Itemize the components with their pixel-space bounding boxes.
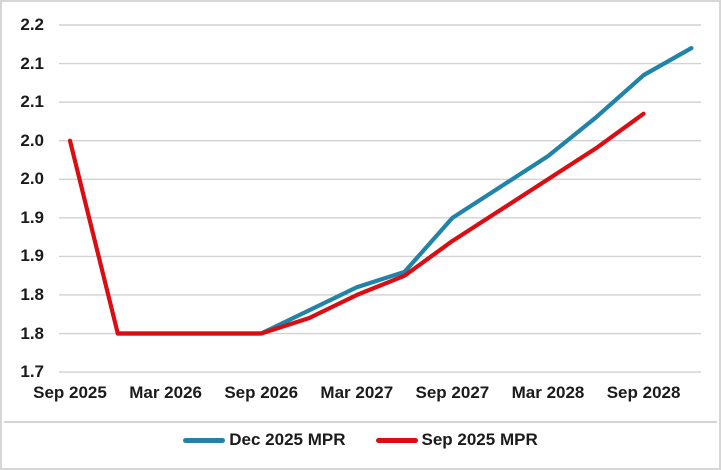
- y-axis-tick-label: 2.0: [20, 169, 44, 189]
- y-axis-tick-label: 1.9: [20, 207, 44, 227]
- chart-legend: Dec 2025 MPR Sep 2025 MPR: [2, 428, 719, 452]
- legend-label: Dec 2025 MPR: [229, 430, 346, 449]
- x-axis-tick-label: Mar 2028: [511, 383, 585, 402]
- y-axis-tick-label: 1.8: [20, 284, 44, 304]
- series-line-sep-2025-mpr: [67, 111, 646, 336]
- legend-line-swatch-blue: [183, 437, 226, 443]
- x-axis-tick-label: Sep 2028: [606, 383, 681, 402]
- legend-item-dec-2025-mpr: Dec 2025 MPR: [183, 430, 346, 450]
- x-axis-tick-label: Sep 2027: [415, 383, 490, 402]
- y-axis-tick-label: 2.1: [20, 92, 44, 112]
- y-axis-tick-label: 2.2: [20, 15, 44, 34]
- x-axis-tick-label: Sep 2025: [33, 383, 107, 402]
- x-axis-tick-label: Sep 2026: [224, 383, 299, 402]
- x-axis-tick-label: Mar 2026: [129, 383, 202, 402]
- y-axis-tick-label: 1.7: [20, 362, 44, 382]
- y-axis-tick-label: 2.0: [20, 130, 44, 150]
- legend-label: Sep 2025 MPR: [421, 430, 538, 449]
- y-axis-tick-label: 2.1: [20, 53, 44, 73]
- axis-underline: [4, 421, 717, 423]
- x-axis-tick-label: Mar 2027: [320, 383, 394, 402]
- y-axis-tick-label: 1.8: [20, 323, 44, 343]
- series-line-dec-2025-mpr: [115, 46, 694, 336]
- legend-line-swatch-red: [375, 437, 418, 443]
- y-axis-tick-label: 1.9: [20, 246, 44, 266]
- legend-item-sep-2025-mpr: Sep 2025 MPR: [375, 430, 538, 450]
